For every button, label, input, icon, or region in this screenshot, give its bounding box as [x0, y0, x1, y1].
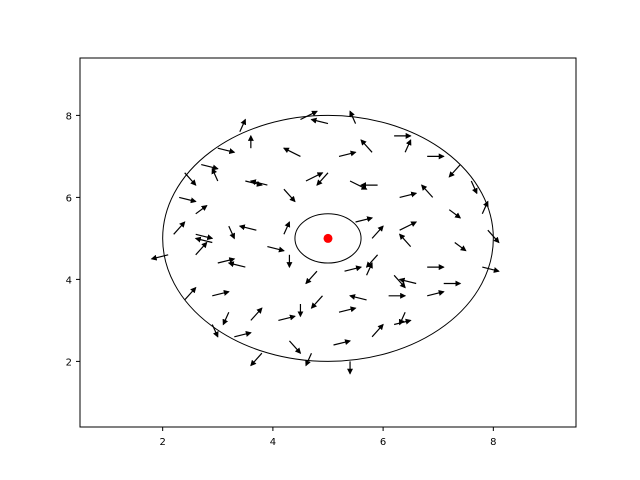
vector-arrow — [150, 254, 169, 261]
vector-arrow — [250, 307, 263, 321]
vector-arrow — [211, 167, 219, 182]
vector-arrow — [310, 117, 329, 125]
vector-arrow — [371, 323, 384, 338]
x-tick-label: 8 — [490, 437, 496, 448]
plot-layer — [150, 110, 500, 375]
y-axis: 2 4 6 8 — [66, 111, 80, 368]
vector-arrow — [448, 164, 461, 178]
vector-arrow — [399, 191, 418, 198]
vector-arrow — [398, 233, 412, 248]
x-tick-label: 4 — [270, 437, 276, 448]
vector-arrow — [470, 180, 478, 195]
vector-arrow — [349, 110, 357, 124]
vector-arrow — [267, 246, 285, 253]
vector-arrow — [288, 340, 302, 354]
vector-arrow — [398, 277, 417, 285]
vector-arrow — [371, 225, 384, 239]
center-point — [323, 233, 333, 243]
vector-arrow — [305, 172, 324, 182]
vector-arrow — [482, 266, 500, 273]
vector-arrow — [300, 110, 318, 121]
vector-arrow — [454, 242, 467, 252]
x-tick-label: 2 — [159, 437, 165, 448]
vector-arrow — [283, 147, 301, 157]
vector-arrow — [239, 118, 247, 133]
vector-arrow — [217, 257, 236, 264]
vector-arrow — [195, 241, 208, 256]
vector-arrow — [310, 295, 323, 309]
vector-arrow — [283, 188, 296, 203]
x-tick-label: 6 — [380, 437, 386, 448]
vector-arrow — [222, 311, 230, 326]
vector-arrow — [349, 294, 367, 301]
vector-arrow — [179, 196, 197, 204]
vector-arrow — [249, 179, 268, 186]
vector-arrow — [393, 318, 412, 326]
vector-arrow — [366, 262, 373, 276]
vector-arrow — [227, 261, 246, 268]
vector-arrow — [194, 236, 213, 244]
vector-arrow — [448, 209, 462, 219]
vector-arrow — [333, 339, 352, 346]
vector-arrow — [184, 172, 197, 186]
inner-ring — [294, 213, 362, 264]
vector-arrow — [217, 147, 236, 155]
vector-arrow — [305, 270, 318, 285]
vector-arrow — [228, 225, 236, 240]
vector-arrow — [184, 286, 197, 301]
vector-arrow — [427, 289, 445, 297]
vector-arrow — [238, 224, 257, 231]
vector-arrow — [481, 200, 489, 215]
y-tick-label: 4 — [66, 275, 72, 286]
vector-arrow — [360, 139, 373, 153]
vector-arrow — [234, 330, 252, 338]
vector-arrow — [195, 233, 214, 241]
vector-arrow — [250, 352, 263, 367]
vector-arrow — [338, 306, 357, 313]
x-axis: 2 4 6 8 — [159, 427, 497, 448]
vector-arrow — [305, 352, 313, 367]
vector-arrow — [173, 221, 186, 235]
y-tick-label: 2 — [66, 357, 72, 368]
vector-arrow — [316, 172, 329, 186]
vector-arrow — [421, 184, 434, 198]
vector-arrow — [195, 205, 208, 215]
vector-arrow — [338, 150, 357, 157]
vector-arrow — [278, 314, 296, 321]
vector-arrow — [487, 229, 500, 244]
y-tick-label: 8 — [66, 111, 72, 122]
vector-arrow — [212, 289, 230, 297]
y-tick-label: 6 — [66, 193, 72, 204]
vector-arrow — [283, 221, 291, 235]
vector-arrow — [355, 216, 374, 223]
vector-arrow — [404, 139, 412, 153]
vector-arrow — [344, 265, 363, 272]
vector-arrow — [211, 324, 219, 338]
vector-arrow — [399, 221, 418, 231]
